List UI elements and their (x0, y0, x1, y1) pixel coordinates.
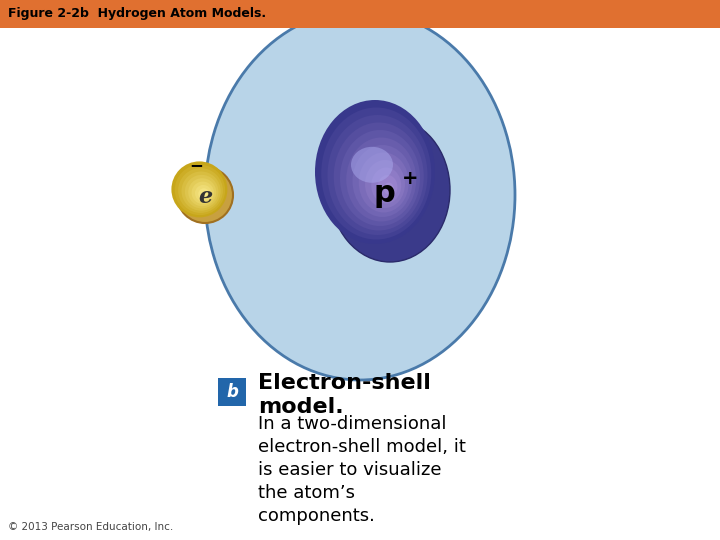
Ellipse shape (328, 115, 428, 235)
Text: b: b (226, 383, 238, 401)
Ellipse shape (377, 175, 397, 199)
Circle shape (195, 185, 212, 202)
Ellipse shape (315, 100, 435, 244)
Ellipse shape (353, 145, 413, 217)
Text: +: + (402, 168, 418, 187)
Circle shape (198, 188, 210, 199)
Circle shape (178, 168, 223, 213)
Ellipse shape (334, 123, 424, 231)
Ellipse shape (205, 10, 515, 380)
Circle shape (175, 165, 225, 215)
Circle shape (202, 192, 207, 197)
Text: In a two-dimensional
electron-shell model, it
is easier to visualize
the atom’s
: In a two-dimensional electron-shell mode… (258, 415, 466, 524)
Ellipse shape (340, 130, 420, 226)
Ellipse shape (346, 138, 416, 221)
Ellipse shape (365, 160, 405, 208)
Circle shape (181, 172, 221, 211)
Circle shape (171, 161, 228, 218)
Ellipse shape (330, 118, 450, 262)
Bar (218, 378, 246, 406)
Circle shape (177, 167, 233, 223)
Bar (0, 0, 720, 28)
Text: −: − (189, 156, 203, 174)
Ellipse shape (321, 107, 431, 240)
Ellipse shape (384, 183, 394, 194)
Text: © 2013 Pearson Education, Inc.: © 2013 Pearson Education, Inc. (8, 522, 174, 532)
Ellipse shape (372, 167, 401, 204)
Ellipse shape (351, 147, 393, 183)
Text: p: p (373, 179, 395, 208)
Circle shape (188, 178, 216, 206)
Circle shape (192, 181, 214, 204)
Ellipse shape (359, 152, 409, 213)
Text: Electron-shell
model.: Electron-shell model. (258, 373, 431, 417)
Text: Figure 2-2b  Hydrogen Atom Models.: Figure 2-2b Hydrogen Atom Models. (8, 8, 266, 21)
Text: e: e (198, 186, 212, 208)
Circle shape (185, 175, 218, 208)
